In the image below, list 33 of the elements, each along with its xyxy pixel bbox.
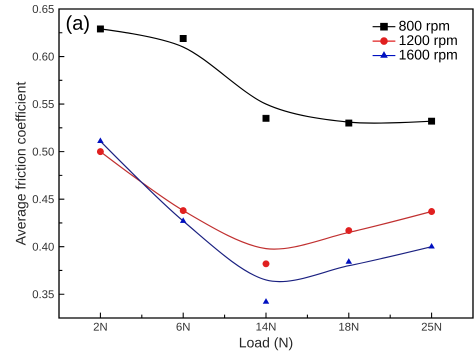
point [180, 35, 187, 42]
point [96, 148, 104, 156]
x-tick-label: 2N [94, 322, 107, 331]
point [262, 298, 270, 304]
point [428, 208, 436, 215]
y-axis-title: Average friction coefficient [15, 82, 28, 246]
x-tick-label: 25N [422, 322, 442, 331]
x-tick-label: 14N [256, 322, 276, 331]
y-tick-label: 0.45 [32, 195, 54, 204]
point [262, 260, 270, 268]
y-tick-label: 0.50 [32, 148, 54, 156]
point [180, 218, 186, 223]
point [345, 120, 352, 127]
x-tick-label: 18N [339, 322, 358, 331]
x-axis-title: Load (N) [240, 337, 292, 350]
x-tick-label: 6N [176, 322, 190, 331]
y-tick-label: 0.55 [32, 100, 54, 108]
y-tick-label: 0.65 [32, 5, 54, 14]
point [180, 207, 187, 214]
point [96, 26, 104, 32]
annotation: (a) [66, 15, 89, 34]
point [346, 258, 352, 264]
point [428, 243, 435, 249]
point [345, 227, 352, 234]
y-tick-label: 0.35 [32, 290, 54, 298]
point [97, 138, 104, 144]
legend-label: 1600 rpm [400, 50, 457, 62]
point [262, 114, 270, 122]
legend-label: 800 rpm [399, 20, 450, 34]
legend-label: 1200 rpm [400, 35, 457, 48]
point [428, 118, 436, 125]
y-tick-label: 0.60 [32, 52, 54, 61]
y-tick-label: 0.40 [32, 242, 54, 251]
